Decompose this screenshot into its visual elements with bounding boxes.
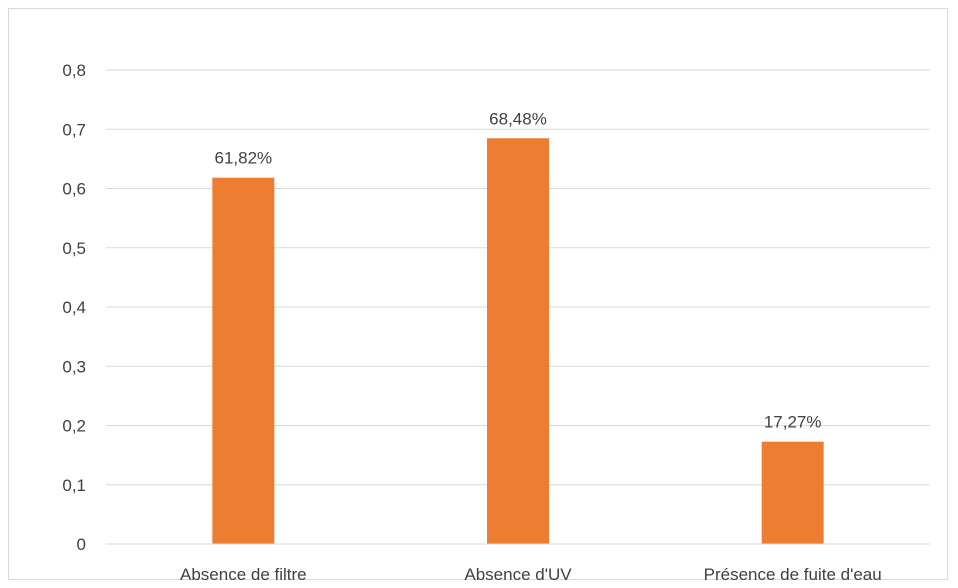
x-category-label: Présence de fuite d'eau xyxy=(704,565,882,584)
y-tick-label: 0 xyxy=(77,535,86,554)
bar xyxy=(761,441,824,544)
y-tick-label: 0,5 xyxy=(62,239,86,258)
data-label: 17,27% xyxy=(764,413,822,432)
y-tick-label: 0,1 xyxy=(62,476,86,495)
bars xyxy=(212,138,824,545)
y-tick-label: 0,3 xyxy=(62,357,86,376)
x-axis: Absence de filtre Absence d'UV Présence de… xyxy=(106,543,930,584)
x-category-label: Absence de filtre xyxy=(180,565,307,584)
y-axis-tick-labels: 0 0,1 0,2 0,3 0,4 0,5 0,6 0,7 0,8 xyxy=(62,61,86,554)
data-labels: 61,82% 68,48% 17,27% xyxy=(214,109,821,431)
x-category-label: Absence d'UV xyxy=(464,565,572,584)
data-label: 68,48% xyxy=(489,109,547,128)
y-tick-label: 0,6 xyxy=(62,180,86,199)
data-label: 61,82% xyxy=(214,149,272,168)
y-tick-label: 0,8 xyxy=(62,61,86,80)
y-tick-label: 0,7 xyxy=(62,120,86,139)
y-tick-label: 0,4 xyxy=(62,298,86,317)
bar xyxy=(212,177,275,545)
bar xyxy=(487,138,549,545)
y-tick-label: 0,2 xyxy=(62,417,86,436)
